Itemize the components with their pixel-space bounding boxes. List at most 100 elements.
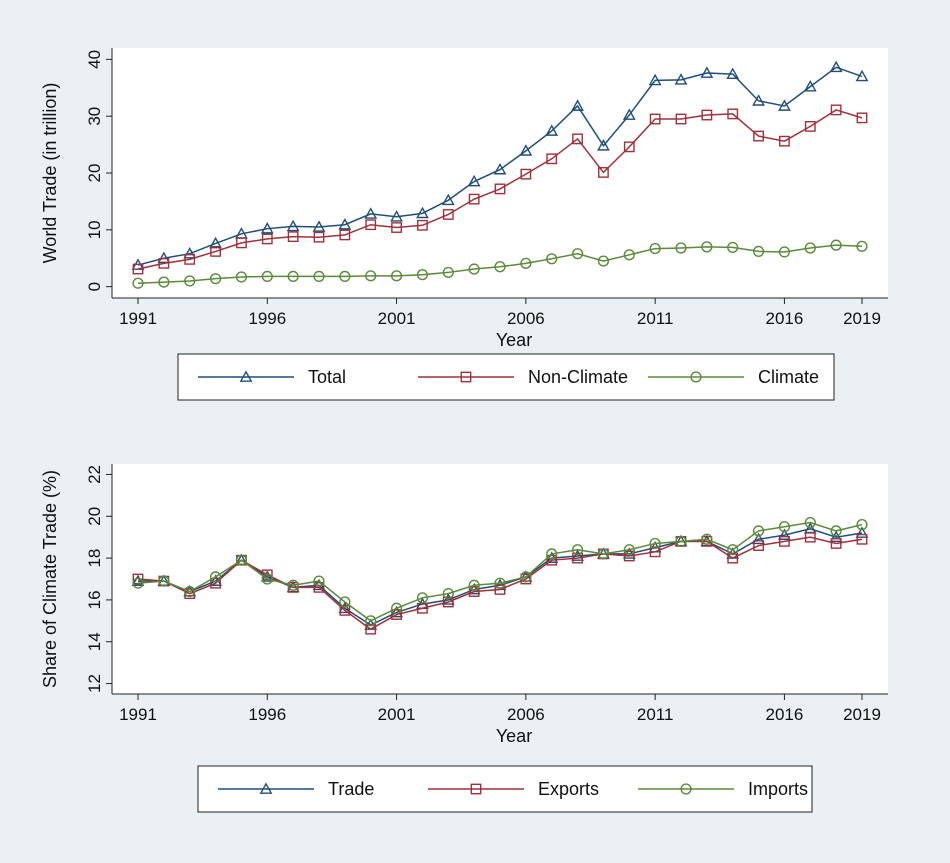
data-point [856, 533, 868, 545]
data-point [804, 121, 816, 132]
data-point [753, 540, 764, 551]
data-point [364, 207, 378, 219]
data-point [572, 552, 583, 564]
data-point [597, 255, 610, 267]
data-point [803, 79, 817, 92]
data-point [313, 270, 325, 283]
y-tick-label: 14 [85, 632, 104, 651]
data-point [494, 584, 506, 595]
data-point [132, 577, 144, 589]
x-tick-label: 1996 [248, 705, 286, 724]
data-point [752, 525, 765, 537]
data-point [778, 246, 791, 258]
data-point [494, 183, 506, 195]
data-point [546, 548, 558, 560]
data-point [339, 270, 351, 283]
data-point [338, 218, 352, 230]
data-point [856, 112, 868, 124]
legend-marker-icon [690, 371, 702, 383]
series-climate [132, 239, 868, 289]
data-point [158, 276, 170, 288]
data-point [856, 519, 868, 531]
legend-item: Non-Climate [418, 367, 628, 387]
y-axis-label: World Trade (in trillion) [40, 83, 60, 264]
data-point [468, 193, 480, 205]
y-tick-label: 16 [85, 590, 104, 609]
data-point [727, 552, 739, 564]
data-point [442, 266, 454, 279]
data-point [674, 73, 688, 85]
data-point [158, 257, 170, 269]
data-point [519, 144, 533, 156]
data-point [520, 168, 532, 180]
data-point [779, 535, 790, 547]
data-point [158, 575, 170, 587]
data-point [286, 219, 300, 232]
legend-item: Total [198, 367, 346, 387]
series-imports [132, 516, 868, 627]
climate-share-chart-panel: 12 14 16 18 20 22 Share of Climate Trade (%) 19… [8, 434, 942, 852]
data-point [442, 596, 454, 608]
data-point [287, 231, 299, 243]
data-point [752, 532, 765, 545]
data-point [442, 209, 454, 220]
data-point [571, 248, 584, 260]
x-tick-label: 2016 [766, 705, 804, 724]
y-tick-label: 0 [85, 282, 104, 291]
data-point [778, 99, 791, 111]
data-point [261, 270, 273, 283]
world-trade-chart-panel: 0 10 20 30 40 World Trade (in trillion) 1991 19… [8, 10, 942, 410]
data-point [572, 133, 583, 145]
y-tick-label: 40 [85, 50, 104, 69]
data-point [855, 69, 869, 82]
data-point [235, 271, 248, 283]
data-point [648, 73, 662, 86]
data-point [675, 242, 687, 254]
data-point [520, 571, 532, 583]
legend-label: Total [308, 367, 346, 387]
data-point [649, 537, 661, 550]
data-point [752, 245, 765, 258]
data-point [391, 222, 402, 233]
data-point [261, 573, 273, 585]
legend-item: Trade [218, 779, 374, 799]
data-point [855, 526, 869, 538]
x-tick-label: 2011 [637, 705, 674, 724]
x-axis-label: Year [496, 330, 532, 350]
x-tick-label: 2006 [507, 309, 545, 328]
y-axis-label: Share of Climate Trade (%) [40, 470, 60, 688]
data-point [829, 60, 843, 73]
data-point [545, 124, 559, 136]
data-point [726, 67, 740, 79]
legend-item: Exports [428, 779, 599, 799]
data-point [546, 153, 558, 165]
x-tick-label: 2011 [637, 309, 674, 328]
data-point [132, 573, 144, 585]
data-point [830, 239, 842, 251]
data-point [184, 585, 196, 598]
data-point [727, 544, 739, 556]
legend-label: Exports [538, 779, 599, 799]
data-point [597, 139, 610, 151]
data-point [391, 609, 402, 620]
x-tick-label: 1996 [248, 309, 286, 328]
series-total [131, 60, 869, 270]
legend-item: Climate [648, 367, 819, 387]
data-point [649, 242, 661, 255]
data-point [417, 219, 428, 231]
legend-label: Climate [758, 367, 819, 387]
x-tick-label: 2019 [843, 705, 881, 724]
series-non-climate [132, 104, 868, 275]
data-point [339, 596, 351, 608]
data-point [131, 574, 145, 586]
data-point [675, 113, 687, 125]
data-point [753, 130, 764, 142]
data-point [700, 66, 714, 78]
data-point [365, 623, 377, 635]
data-point [365, 615, 377, 627]
y-tick-label: 20 [85, 507, 104, 526]
x-tick-label: 2006 [507, 705, 545, 724]
data-point [468, 263, 480, 275]
data-point [649, 113, 661, 125]
